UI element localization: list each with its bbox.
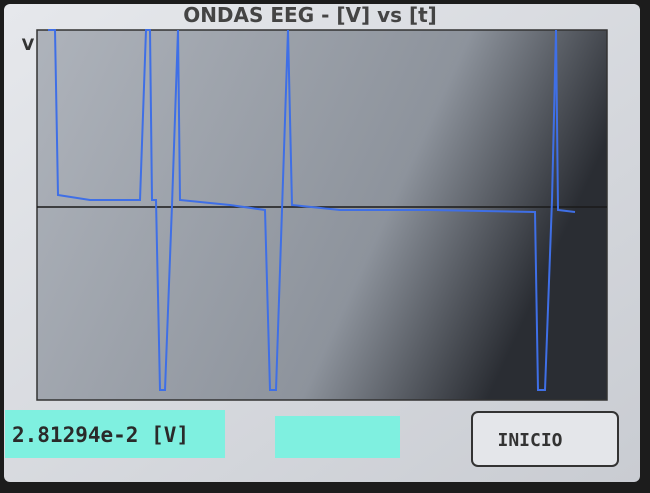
readout-box: [5, 410, 225, 458]
status-box: [275, 416, 400, 458]
readout-value: 2.81294e-2 [V]: [12, 423, 189, 447]
start-button[interactable]: INICIO: [471, 411, 619, 467]
button-frame[interactable]: [471, 411, 619, 467]
button-label[interactable]: INICIO: [497, 430, 562, 451]
plot-area: [36, 29, 608, 401]
y-axis-label: V: [22, 35, 35, 54]
eeg-trace: [48, 29, 576, 391]
title: ONDAS EEG - [V] vs [t]: [183, 3, 437, 27]
